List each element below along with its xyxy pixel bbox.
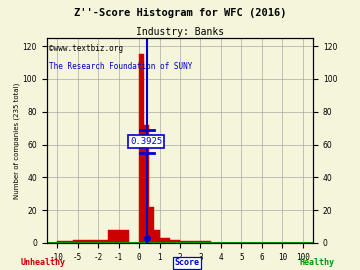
Text: Unhealthy: Unhealthy [21,258,66,267]
Bar [159,238,170,243]
Bar [73,240,95,243]
Bar [144,125,149,243]
Bar [108,230,129,243]
Bar [139,54,144,243]
Text: Score: Score [175,258,200,267]
Bar [170,240,180,243]
Text: Healthy: Healthy [299,258,334,267]
Bar [95,240,108,243]
Text: The Research Foundation of SUNY: The Research Foundation of SUNY [49,62,193,72]
Bar [154,230,159,243]
Bar [180,241,211,243]
Text: Z''-Score Histogram for WFC (2016): Z''-Score Histogram for WFC (2016) [74,8,286,18]
Text: Industry: Banks: Industry: Banks [136,27,224,37]
Y-axis label: Number of companies (235 total): Number of companies (235 total) [13,82,20,199]
Bar [149,207,154,243]
Bar [57,241,73,243]
Text: 0.3925: 0.3925 [130,137,162,146]
Text: ©www.textbiz.org: ©www.textbiz.org [49,44,123,53]
